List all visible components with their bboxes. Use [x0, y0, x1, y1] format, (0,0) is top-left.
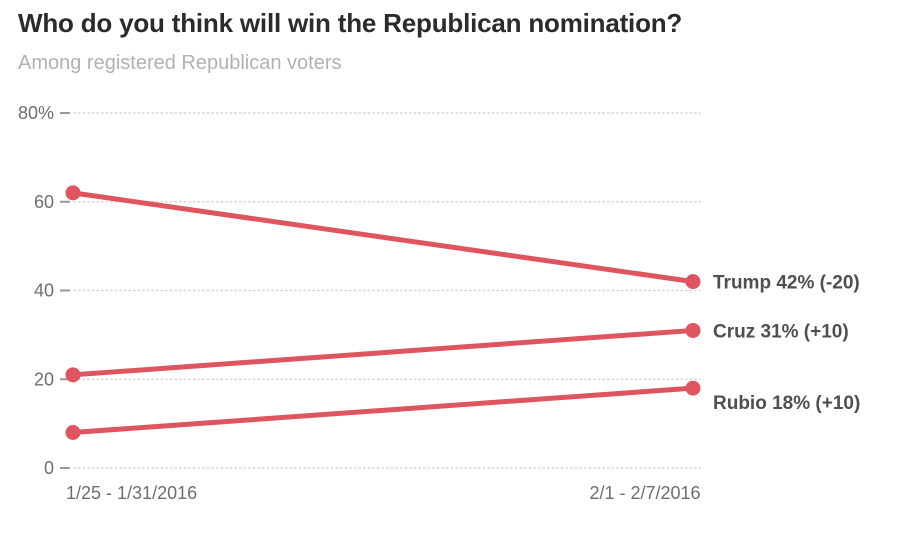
data-point-trump-1 — [685, 274, 701, 290]
series-line-trump — [70, 190, 696, 285]
data-point-cruz-0 — [65, 367, 81, 383]
y-tick-label: 0 — [44, 458, 54, 478]
x-axis-label-right: 2/1 - 2/7/2016 — [589, 483, 700, 503]
chart-title: Who do you think will win the Republican… — [18, 8, 683, 38]
y-tick-label: 20 — [34, 369, 54, 389]
series-line-rubio — [70, 385, 696, 435]
data-point-cruz-1 — [685, 322, 701, 338]
series-label-rubio: Rubio 18% (+10) — [713, 393, 860, 414]
y-tick-label: 60 — [34, 192, 54, 212]
data-point-rubio-1 — [685, 380, 701, 396]
data-point-rubio-0 — [65, 425, 81, 440]
y-tick-label: 40 — [34, 281, 54, 301]
series-label-trump: Trump 42% (-20) — [713, 273, 860, 294]
data-point-trump-0 — [65, 185, 81, 201]
y-tick-label: 80% — [18, 103, 54, 123]
series-line-cruz — [70, 327, 696, 378]
chart-subtitle: Among registered Republican voters — [18, 52, 342, 74]
x-axis-label-left: 1/25 - 1/31/2016 — [66, 483, 197, 503]
series-label-cruz: Cruz 31% (+10) — [713, 321, 849, 342]
